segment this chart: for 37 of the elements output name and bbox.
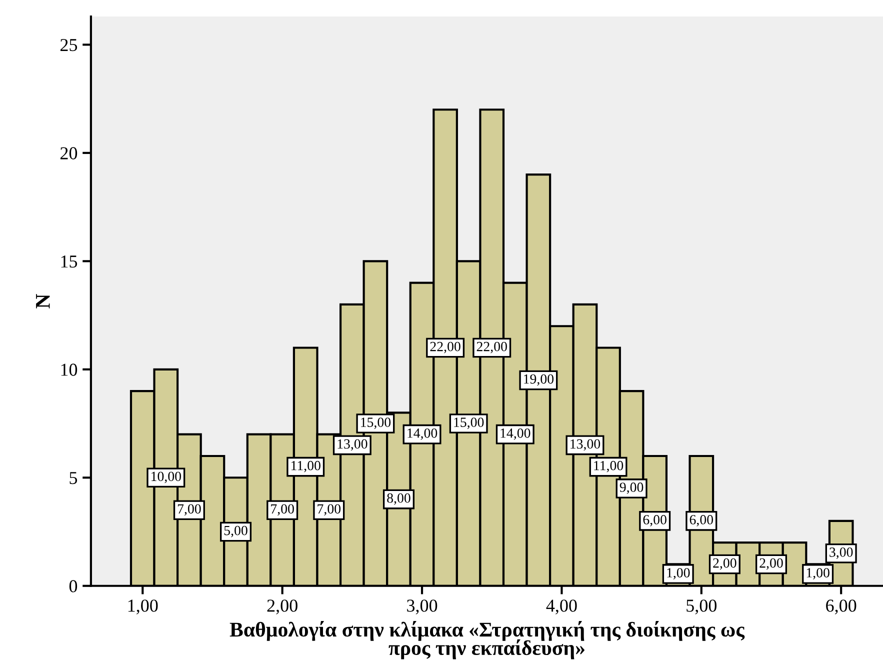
- data-label: 7,00: [318, 504, 341, 516]
- x-tick-label: 1,00: [128, 600, 158, 614]
- y-tick-label: 25: [60, 39, 78, 52]
- x-tick-label: 3,00: [407, 600, 438, 614]
- data-label: 9,00: [620, 482, 644, 494]
- y-tick-label: 0: [69, 580, 78, 592]
- data-label: 22,00: [430, 342, 460, 354]
- data-label: 7,00: [178, 504, 201, 516]
- data-label: 3,00: [830, 548, 853, 559]
- data-label: 19,00: [524, 374, 554, 386]
- y-tick-label: 20: [60, 147, 78, 160]
- y-tick-label: 15: [61, 256, 78, 268]
- data-label: 2,00: [760, 558, 783, 570]
- y-axis-title: N: [36, 294, 50, 308]
- data-label: 2,00: [713, 558, 736, 570]
- data-label: 13,00: [570, 439, 600, 451]
- x-tick-label: 2,00: [267, 600, 298, 614]
- data-label: 11,00: [594, 460, 624, 472]
- data-label: 14,00: [500, 428, 530, 440]
- x-tick-label: 4,00: [546, 600, 577, 614]
- data-label: 7,00: [271, 504, 294, 516]
- data-label: 6,00: [643, 515, 666, 526]
- data-label: 5,00: [224, 526, 248, 538]
- data-label: 11,00: [291, 460, 320, 472]
- data-label: 10,00: [152, 472, 182, 484]
- y-tick-label: 5: [70, 472, 78, 484]
- x-tick-label: 5,00: [686, 600, 717, 614]
- x-axis-title: Βαθμολογία στην κλίμακα «Στρατηγική της διοίκησης ως προς την εκπαίδευση»: [230, 620, 745, 660]
- data-label: 13,00: [338, 439, 368, 451]
- data-label: 22,00: [476, 342, 507, 354]
- data-label: 15,00: [361, 418, 391, 429]
- data-label: 6,00: [690, 515, 714, 526]
- data-label: 14,00: [408, 428, 438, 440]
- data-label: 8,00: [387, 493, 410, 505]
- y-tick-label: 10: [61, 364, 78, 376]
- x-tick-label: 6,00: [826, 600, 856, 614]
- data-label: 15,00: [454, 418, 484, 429]
